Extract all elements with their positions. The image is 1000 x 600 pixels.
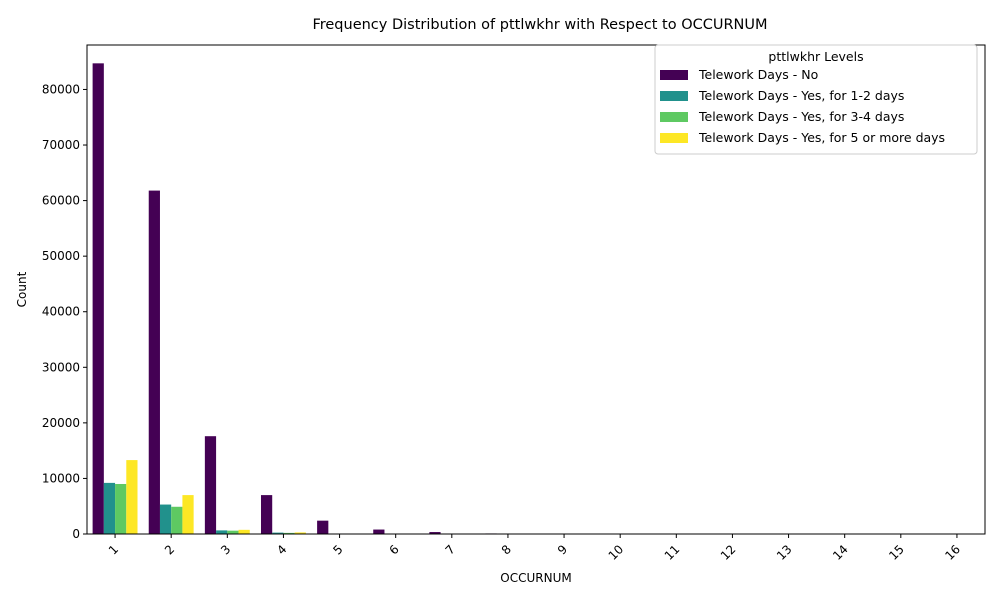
- y-axis: 0 10000 20000 30000 40000 50000 60000 70000 8000…: [42, 82, 87, 541]
- bar: [272, 532, 284, 534]
- legend-entry: Telework Days - Yes, for 5 or more days: [698, 130, 945, 145]
- legend-title: pttlwkhr Levels: [768, 49, 863, 64]
- x-tick-label: 10: [606, 542, 627, 563]
- y-tick-label: 60000: [42, 194, 80, 208]
- x-axis-label: OCCURNUM: [500, 571, 571, 585]
- bar: [373, 529, 385, 534]
- bar: [204, 436, 217, 534]
- legend: pttlwkhr Levels Telework Days - No Telewo…: [654, 44, 978, 155]
- bar: [115, 483, 127, 534]
- chart-title: Frequency Distribution of pttlwkhr with …: [312, 17, 767, 33]
- bar: [182, 495, 194, 534]
- bar: [260, 495, 273, 534]
- x-tick-label: 9: [555, 542, 570, 557]
- x-tick-label: 14: [830, 542, 851, 563]
- x-tick-label: 7: [443, 542, 458, 557]
- x-tick-label: 5: [330, 542, 345, 557]
- bar: [148, 190, 160, 535]
- plot-frame: [86, 44, 986, 535]
- x-tick-label: 6: [387, 542, 402, 557]
- bar: [103, 482, 116, 534]
- legend-entry: Telework Days - No: [698, 67, 818, 82]
- bar: [283, 532, 295, 534]
- x-tick-label: 4: [274, 542, 289, 557]
- y-axis-label: Count: [15, 271, 29, 307]
- x-tick-label: 2: [162, 542, 177, 557]
- legend-entry: Telework Days - Yes, for 3-4 days: [698, 109, 904, 124]
- y-tick-label: 20000: [42, 416, 80, 430]
- legend-swatch: [660, 112, 688, 122]
- y-tick-label: 70000: [42, 138, 80, 152]
- x-tick-label: 13: [774, 542, 795, 563]
- bar: [294, 532, 306, 534]
- y-tick-label: 40000: [42, 305, 80, 319]
- y-tick-label: 50000: [42, 249, 80, 263]
- x-axis: 1 2 3 4 5 6 7 8 9 10 11 12 13 14 15 16: [106, 534, 963, 563]
- legend-entry: Telework Days - Yes, for 1-2 days: [698, 88, 904, 103]
- bar: [429, 532, 441, 534]
- bar: [227, 530, 239, 534]
- x-tick-label: 8: [499, 542, 514, 557]
- bar: [238, 529, 250, 534]
- legend-swatch: [660, 133, 688, 143]
- x-tick-label: 12: [718, 542, 739, 563]
- legend-box: [654, 44, 978, 155]
- bar: [92, 63, 104, 535]
- y-tick-label: 30000: [42, 360, 80, 374]
- bar: [159, 504, 172, 534]
- bar: [171, 506, 183, 534]
- x-tick-label: 16: [942, 542, 963, 563]
- bar: [317, 520, 329, 534]
- x-tick-label: 11: [662, 542, 683, 563]
- bar: [126, 460, 138, 534]
- bars: [92, 63, 946, 535]
- legend-swatch: [660, 70, 688, 80]
- y-tick-label: 0: [72, 527, 80, 541]
- legend-swatch: [660, 91, 688, 101]
- bar: [216, 530, 228, 534]
- x-tick-label: 15: [886, 542, 907, 563]
- x-tick-label: 1: [106, 542, 121, 557]
- x-tick-label: 3: [218, 542, 233, 557]
- y-tick-label: 80000: [42, 82, 80, 96]
- y-tick-label: 10000: [42, 471, 80, 485]
